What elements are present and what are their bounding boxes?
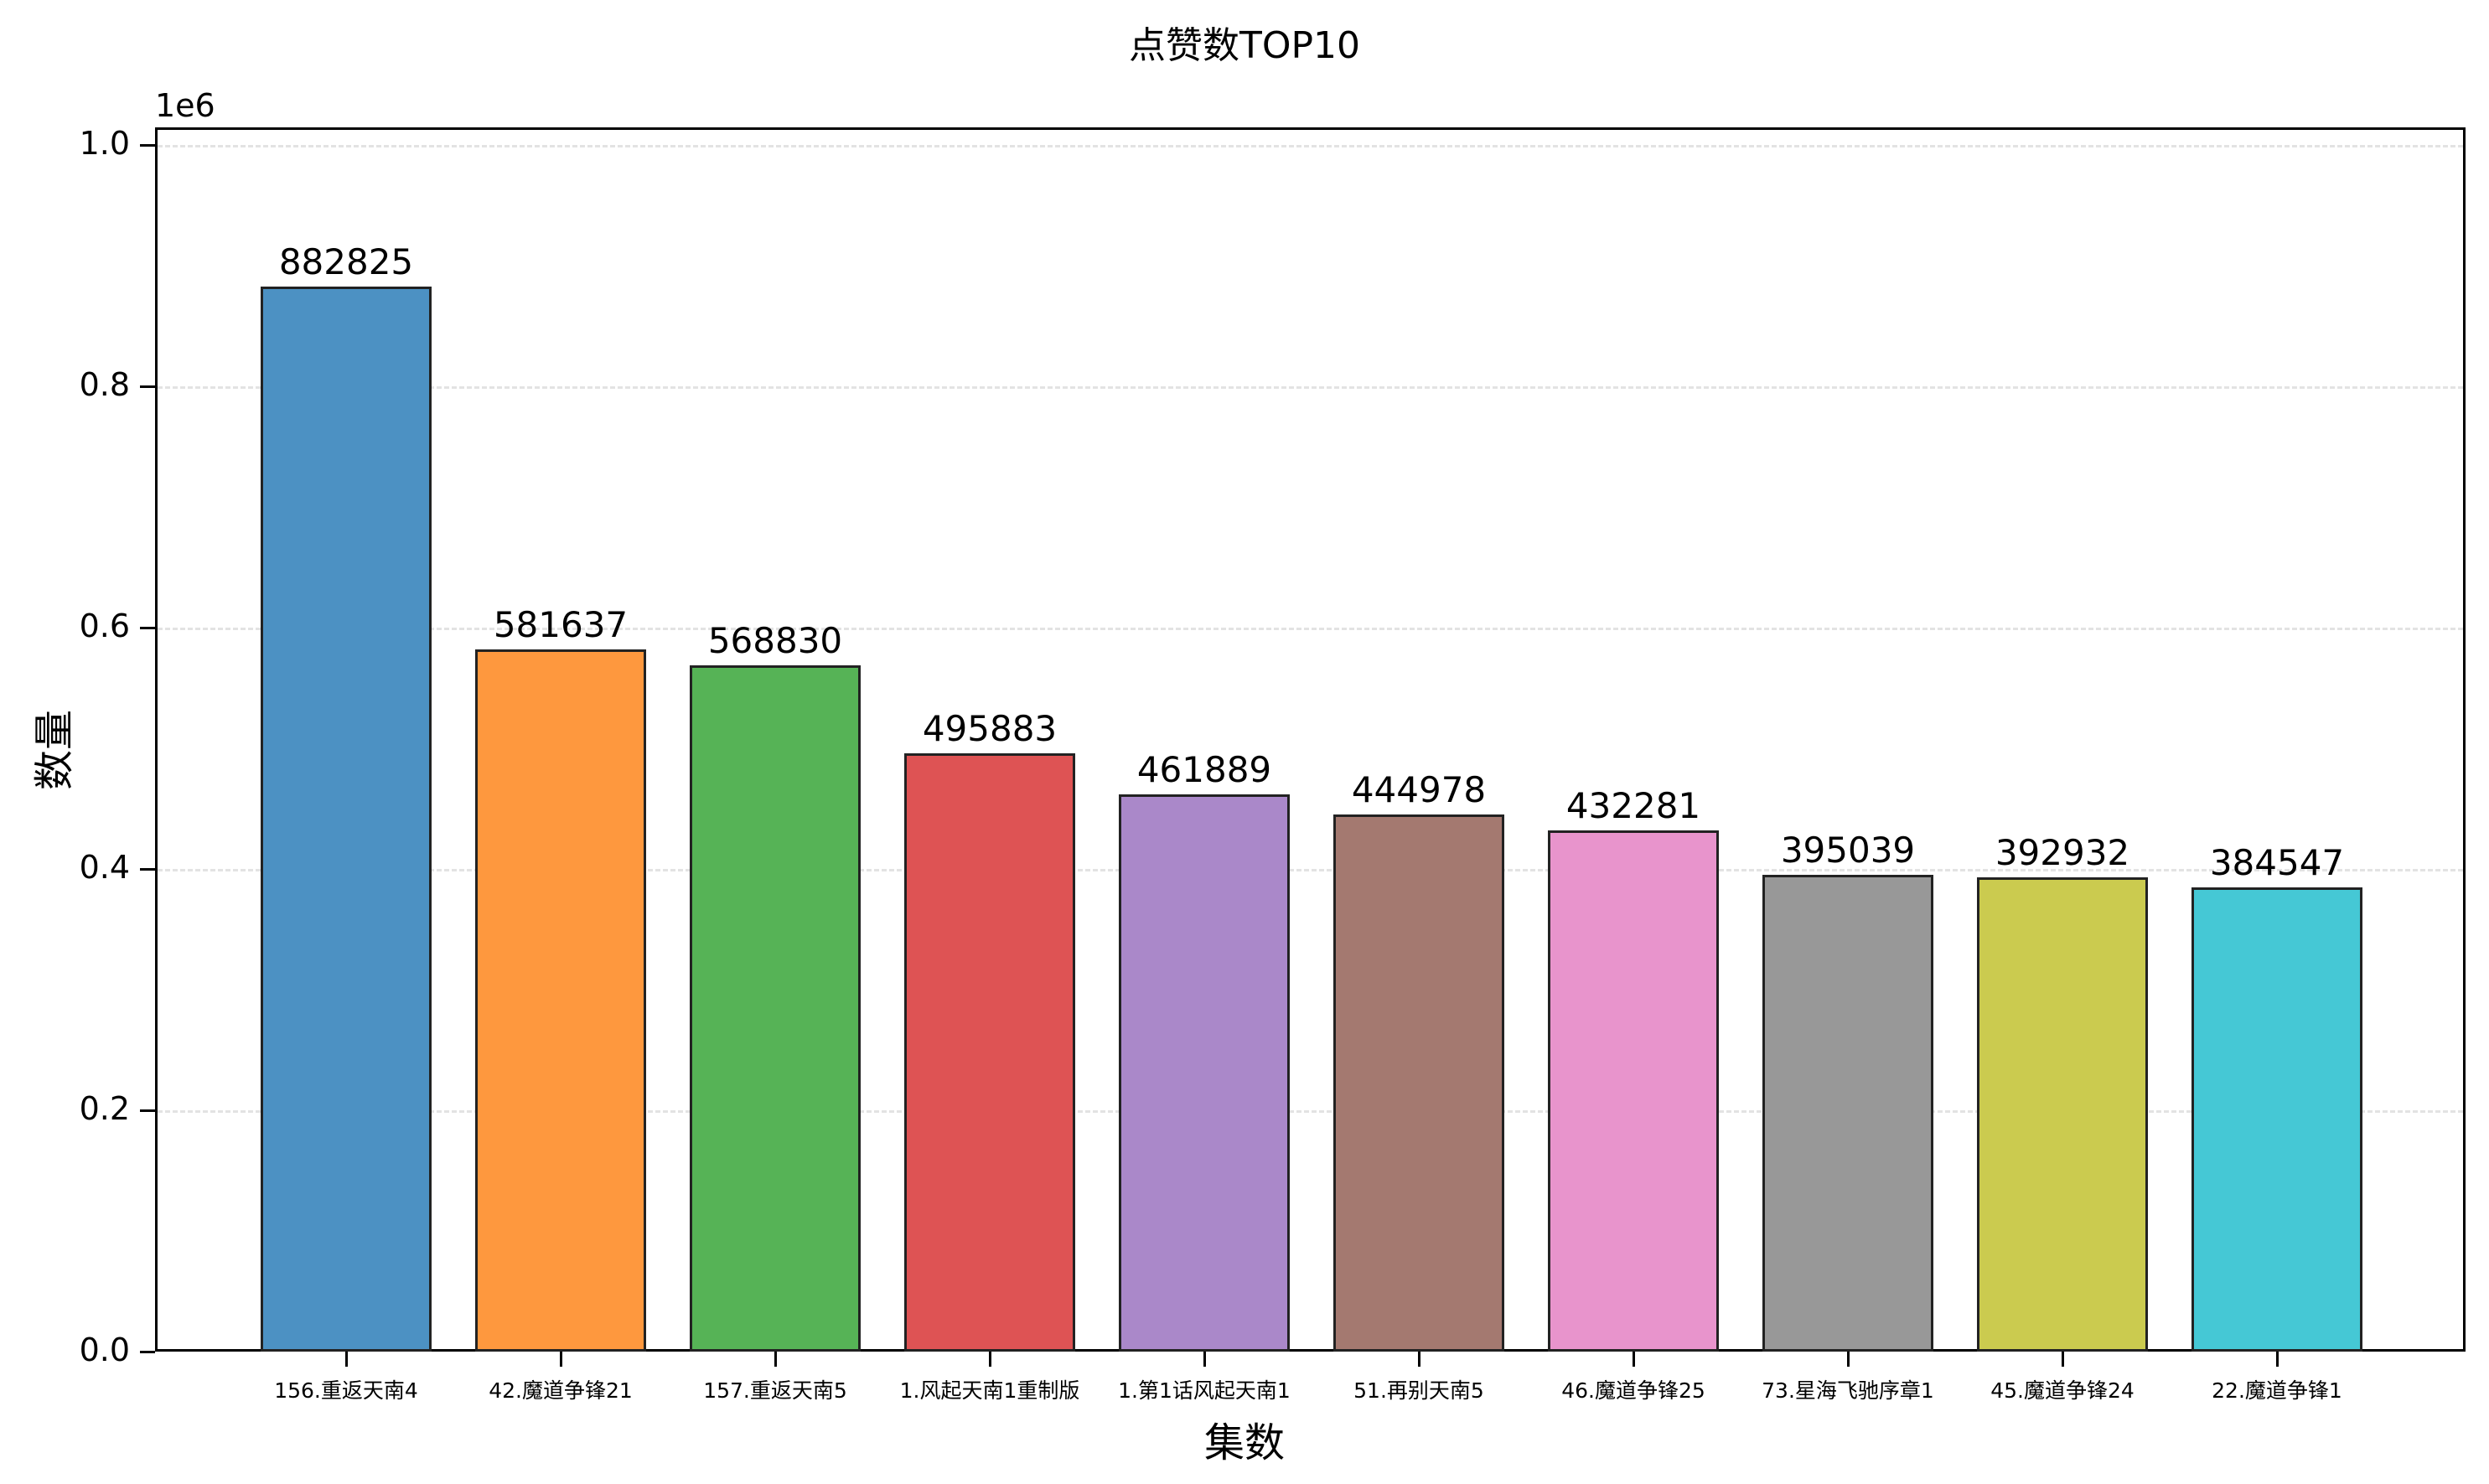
bar[interactable]	[1333, 814, 1504, 1352]
bar-value-label: 568830	[707, 619, 843, 661]
y-axis-title: 数量	[31, 710, 78, 791]
y-tick-mark	[140, 868, 155, 871]
bar[interactable]	[1762, 875, 1933, 1352]
bar-value-label: 461889	[1136, 748, 1272, 790]
y-tick-mark	[140, 1109, 155, 1112]
bar[interactable]	[904, 752, 1075, 1352]
x-tick-label: 1.第1话风起天南1	[1118, 1378, 1291, 1403]
bar[interactable]	[2191, 887, 2362, 1352]
x-tick-mark	[989, 1352, 991, 1367]
x-tick-label: 46.魔道争锋25	[1561, 1378, 1705, 1403]
y-tick-mark	[140, 1351, 155, 1353]
bar-value-label: 882825	[278, 240, 414, 282]
x-tick-label: 51.再别天南5	[1353, 1378, 1484, 1403]
x-tick-mark	[1203, 1352, 1206, 1367]
x-tick-label: 22.魔道争锋1	[2212, 1378, 2342, 1403]
bar[interactable]	[1548, 830, 1719, 1352]
gridline	[158, 386, 2463, 389]
x-tick-mark	[1418, 1352, 1420, 1367]
x-tick-mark	[1847, 1352, 1850, 1367]
y-tick-mark	[140, 627, 155, 629]
y-tick-label: 1.0	[79, 125, 130, 162]
y-tick-mark	[140, 385, 155, 388]
bar-value-label: 432281	[1565, 784, 1701, 826]
y-tick-label: 0.0	[79, 1331, 130, 1368]
gridline	[158, 1110, 2463, 1113]
bar[interactable]	[1977, 877, 2148, 1352]
x-tick-mark	[1633, 1352, 1635, 1367]
bar-value-label: 395039	[1780, 830, 1916, 871]
x-tick-label: 45.魔道争锋24	[1990, 1378, 2135, 1403]
x-tick-mark	[2062, 1352, 2064, 1367]
bar-value-label: 384547	[2209, 842, 2345, 884]
bar[interactable]	[475, 649, 646, 1352]
x-tick-mark	[2276, 1352, 2279, 1367]
x-tick-mark	[345, 1352, 348, 1367]
y-tick-mark	[140, 144, 155, 147]
bar[interactable]	[690, 664, 861, 1352]
x-tick-label: 42.魔道争锋21	[489, 1378, 633, 1403]
bar-value-label: 392932	[1995, 832, 2130, 874]
x-tick-label: 73.星海飞驰序章1	[1762, 1378, 1934, 1403]
y-axis-offset-text: 1e6	[155, 87, 215, 124]
gridline	[158, 145, 2463, 147]
x-tick-label: 156.重返天南4	[274, 1378, 418, 1403]
bar-value-label: 495883	[922, 707, 1058, 749]
y-tick-label: 0.2	[79, 1090, 130, 1127]
x-tick-mark	[774, 1352, 777, 1367]
x-tick-label: 1.风起天南1重制版	[899, 1378, 1080, 1403]
bar-value-label: 444978	[1351, 769, 1487, 811]
x-axis-title: 集数	[1203, 1419, 1285, 1466]
bar[interactable]	[261, 286, 432, 1352]
y-tick-label: 0.4	[79, 849, 130, 886]
x-tick-mark	[560, 1352, 562, 1367]
plot-area	[155, 127, 2466, 1352]
y-tick-label: 0.8	[79, 366, 130, 403]
bar-value-label: 581637	[493, 604, 629, 646]
x-tick-label: 157.重返天南5	[703, 1378, 847, 1403]
gridline	[158, 628, 2463, 630]
bar[interactable]	[1119, 794, 1290, 1352]
y-tick-label: 0.6	[79, 608, 130, 644]
chart-title: 点赞数TOP10	[1128, 24, 1361, 67]
gridline	[158, 869, 2463, 871]
